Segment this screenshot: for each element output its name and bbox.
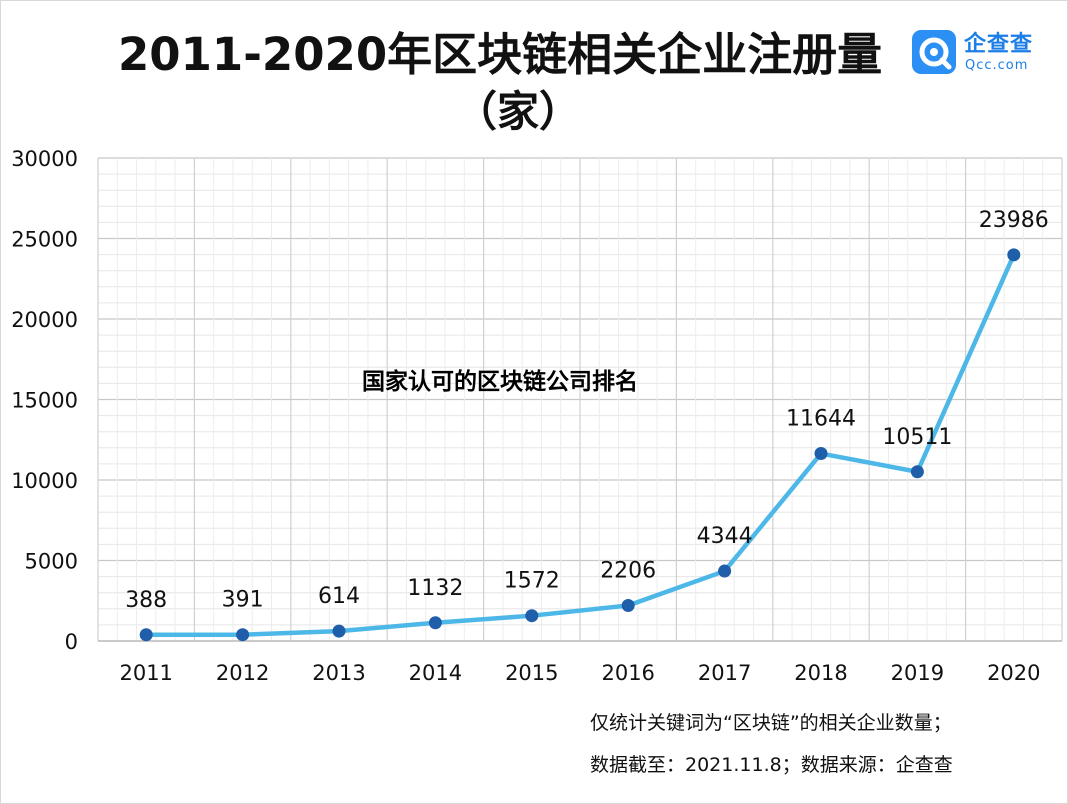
data-label: 11644: [786, 407, 856, 432]
y-tick-label: 0: [65, 630, 78, 654]
data-point: [332, 624, 346, 638]
x-axis: 2011 2012 2013 2014 2015 2016 2017 2018 2019 2020: [119, 661, 1040, 685]
x-tick-label: 2016: [601, 661, 654, 685]
x-tick-label: 2012: [216, 661, 269, 685]
y-tick-label: 5000: [25, 550, 78, 574]
data-label: 388: [125, 588, 167, 613]
x-tick-label: 2019: [891, 661, 944, 685]
x-tick-label: 2018: [794, 661, 847, 685]
y-tick-label: 15000: [11, 389, 78, 413]
x-tick-label: 2013: [312, 661, 365, 685]
data-label: 1132: [407, 576, 463, 601]
footnote-source: 数据截至：2021.11.8；数据来源：企查查: [590, 754, 953, 776]
data-label: 1572: [504, 569, 560, 594]
x-tick-label: 2020: [987, 661, 1040, 685]
data-point: [1007, 248, 1021, 262]
data-label: 23986: [979, 208, 1049, 233]
x-tick-label: 2017: [698, 661, 751, 685]
data-labels: 388 391 614 1132 1572 2206 4344 11644 10511 23986: [125, 208, 1049, 613]
data-point: [718, 564, 732, 578]
x-tick-label: 2014: [409, 661, 462, 685]
x-tick-label: 2015: [505, 661, 558, 685]
y-tick-label: 25000: [11, 228, 78, 252]
data-point: [525, 609, 539, 623]
footnote-scope: 仅统计关键词为“区块链”的相关企业数量；: [590, 712, 952, 734]
qcc-logo: 企查查 Qcc.com: [912, 26, 1052, 78]
chart-grid: [97, 157, 1063, 642]
chart-title: 2011-2020年区块链相关企业注册量: [118, 28, 883, 81]
data-label: 10511: [882, 425, 952, 450]
qcc-logo-name: 企查查: [964, 32, 1034, 57]
y-axis: 0 5000 10000 15000 20000 25000 30000: [11, 147, 78, 654]
data-point: [910, 465, 924, 479]
chart-title-unit: （家）: [455, 87, 582, 136]
qcc-logo-url: Qcc.com: [965, 58, 1029, 73]
qcc-logo-icon: [912, 30, 956, 74]
y-tick-label: 10000: [11, 469, 78, 493]
data-point: [428, 616, 442, 630]
data-label: 391: [222, 588, 264, 613]
data-point: [236, 628, 250, 642]
data-point: [139, 628, 153, 642]
data-label: 2206: [600, 558, 656, 583]
x-tick-label: 2011: [119, 661, 172, 685]
data-label: 614: [318, 584, 360, 609]
y-tick-label: 30000: [11, 147, 78, 171]
data-point: [621, 598, 635, 612]
data-series: [139, 248, 1021, 642]
overlay-watermark-text: 国家认可的区块链公司排名: [362, 369, 638, 395]
series-line: [143, 252, 1017, 638]
y-tick-label: 20000: [11, 308, 78, 332]
data-label: 4344: [697, 524, 753, 549]
data-point: [814, 447, 828, 461]
